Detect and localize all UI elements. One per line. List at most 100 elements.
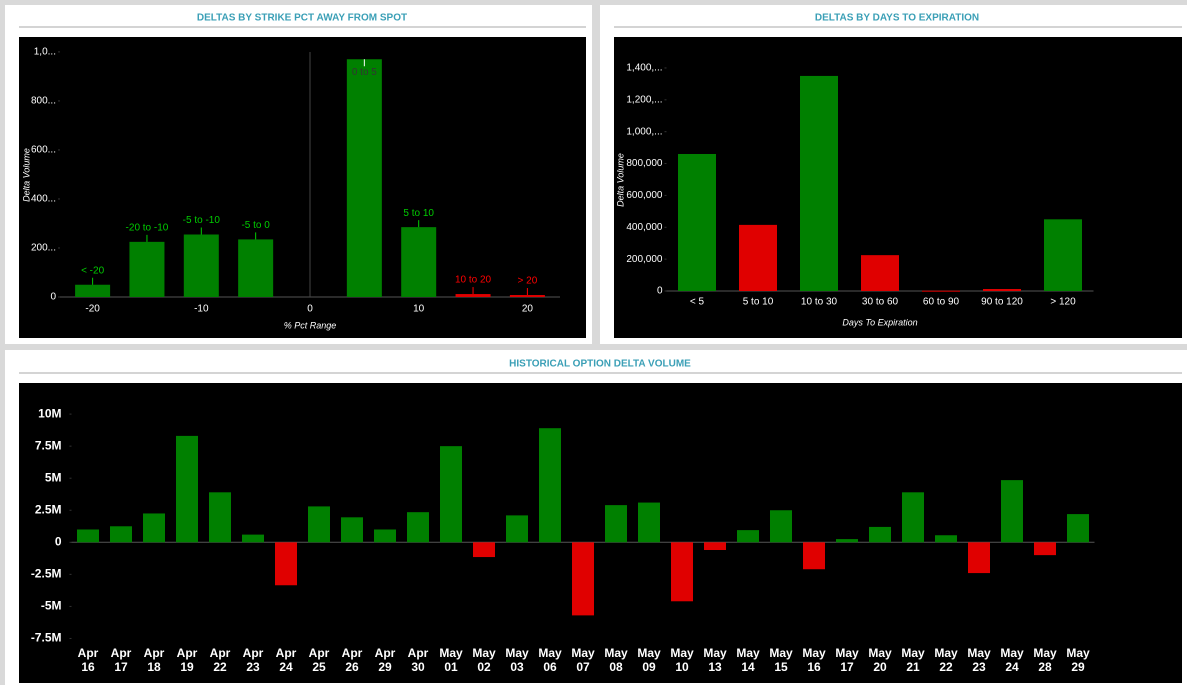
bar — [968, 542, 990, 574]
bar — [869, 526, 891, 543]
bar — [473, 542, 495, 558]
x-tick-label: Apr 22 — [209, 646, 231, 674]
x-tick-label: May 28 — [1033, 646, 1057, 674]
y-tick-label: 1,200,... — [626, 94, 662, 105]
x-tick-label: May 14 — [736, 646, 760, 674]
y-tick-label: 2.5M — [35, 502, 62, 516]
y-tick-label: 400... — [31, 194, 56, 205]
x-tick-label: -20 — [85, 304, 100, 315]
bar — [209, 492, 231, 543]
bar — [242, 534, 264, 543]
bar — [678, 153, 716, 291]
bar — [1044, 219, 1082, 291]
x-tick-label: 0 — [307, 304, 313, 315]
y-tick-label: -2.5M — [31, 567, 62, 581]
bar — [77, 529, 99, 543]
bar — [638, 502, 660, 543]
x-axis-label: Days To Expiration — [842, 317, 917, 327]
x-tick-label: May 09 — [637, 646, 661, 674]
bar — [75, 284, 111, 297]
bar — [803, 542, 825, 570]
x-tick-label: May 15 — [769, 646, 793, 674]
chart-title: HISTORICAL OPTION DELTA VOLUME — [509, 359, 691, 370]
data-label: 10 to 20 — [455, 275, 492, 286]
y-tick-label: 0 — [657, 286, 663, 297]
y-tick-label: 200... — [31, 243, 56, 254]
bar — [671, 542, 693, 602]
x-tick-label: Apr 23 — [242, 646, 264, 674]
y-axis-label: Delta Volume — [21, 148, 31, 202]
y-tick-label: 1,400,... — [626, 63, 662, 74]
x-tick-label: Apr 17 — [110, 646, 132, 674]
x-tick-label: May 13 — [703, 646, 727, 674]
bar — [800, 75, 838, 292]
x-tick-label: -10 — [194, 304, 209, 315]
data-label: -20 to -10 — [126, 222, 169, 233]
x-tick-label: May 10 — [670, 646, 694, 674]
y-tick-label: 200,000 — [626, 254, 663, 265]
x-tick-label: Apr 30 — [407, 646, 429, 674]
x-tick-label: May 16 — [802, 646, 826, 674]
bar — [739, 224, 777, 291]
y-tick-label: -5M — [41, 599, 62, 613]
x-tick-label: Apr 25 — [308, 646, 330, 674]
x-tick-label: May 22 — [934, 646, 958, 674]
bar — [902, 492, 924, 543]
y-axis-label: Delta Volume — [615, 153, 625, 207]
y-tick-label: 600... — [31, 145, 56, 156]
x-tick-label: 90 to 120 — [981, 297, 1023, 308]
x-tick-label: 10 — [413, 304, 425, 315]
bar — [238, 239, 274, 297]
x-tick-label: 20 — [522, 304, 534, 315]
bar — [922, 290, 960, 292]
bar — [836, 539, 858, 543]
bar — [704, 542, 726, 550]
y-tick-label: 1,0... — [34, 47, 56, 58]
bar — [110, 526, 132, 543]
bar — [605, 505, 627, 543]
chart-title: DELTAS BY STRIKE PCT AWAY FROM SPOT — [197, 13, 407, 24]
bar — [539, 428, 561, 543]
y-tick-label: 1,000,... — [626, 126, 662, 137]
x-tick-label: May 02 — [472, 646, 496, 674]
x-tick-label: May 24 — [1000, 646, 1024, 674]
bar — [509, 295, 545, 297]
data-label: 5 to 10 — [403, 208, 434, 219]
x-tick-label: Apr 19 — [176, 646, 198, 674]
bar — [143, 513, 165, 543]
y-tick-label: 10M — [38, 406, 61, 420]
x-tick-label: May 20 — [868, 646, 892, 674]
data-label: -5 to 0 — [241, 220, 270, 231]
x-tick-label: May 07 — [571, 646, 595, 674]
x-tick-label: May 08 — [604, 646, 628, 674]
chart-title: DELTAS BY DAYS TO EXPIRATION — [815, 13, 979, 24]
data-label: > 20 — [518, 276, 538, 287]
x-tick-label: May 23 — [967, 646, 991, 674]
x-tick-label: May 21 — [901, 646, 925, 674]
x-tick-label: Apr 24 — [275, 646, 297, 674]
x-tick-label: May 06 — [538, 646, 562, 674]
y-tick-label: 5M — [45, 470, 62, 484]
x-tick-label: Apr 18 — [143, 646, 165, 674]
y-tick-label: 400,000 — [626, 222, 663, 233]
y-tick-label: -7.5M — [31, 631, 62, 645]
x-tick-label: May 01 — [439, 646, 463, 674]
x-tick-label: < 5 — [690, 297, 705, 308]
x-tick-label: 60 to 90 — [923, 297, 960, 308]
bar — [1034, 542, 1056, 556]
data-label: < -20 — [81, 265, 105, 276]
bar — [861, 255, 899, 291]
y-tick-label: 0 — [55, 534, 62, 548]
x-tick-label: 10 to 30 — [801, 297, 838, 308]
x-tick-label: May 03 — [505, 646, 529, 674]
bar — [983, 289, 1021, 291]
bar — [737, 530, 759, 543]
bar — [440, 446, 462, 543]
bar — [346, 59, 382, 298]
y-tick-label: 800... — [31, 96, 56, 107]
x-tick-label: Apr 16 — [77, 646, 99, 674]
bar — [401, 227, 437, 297]
bar — [275, 542, 297, 586]
